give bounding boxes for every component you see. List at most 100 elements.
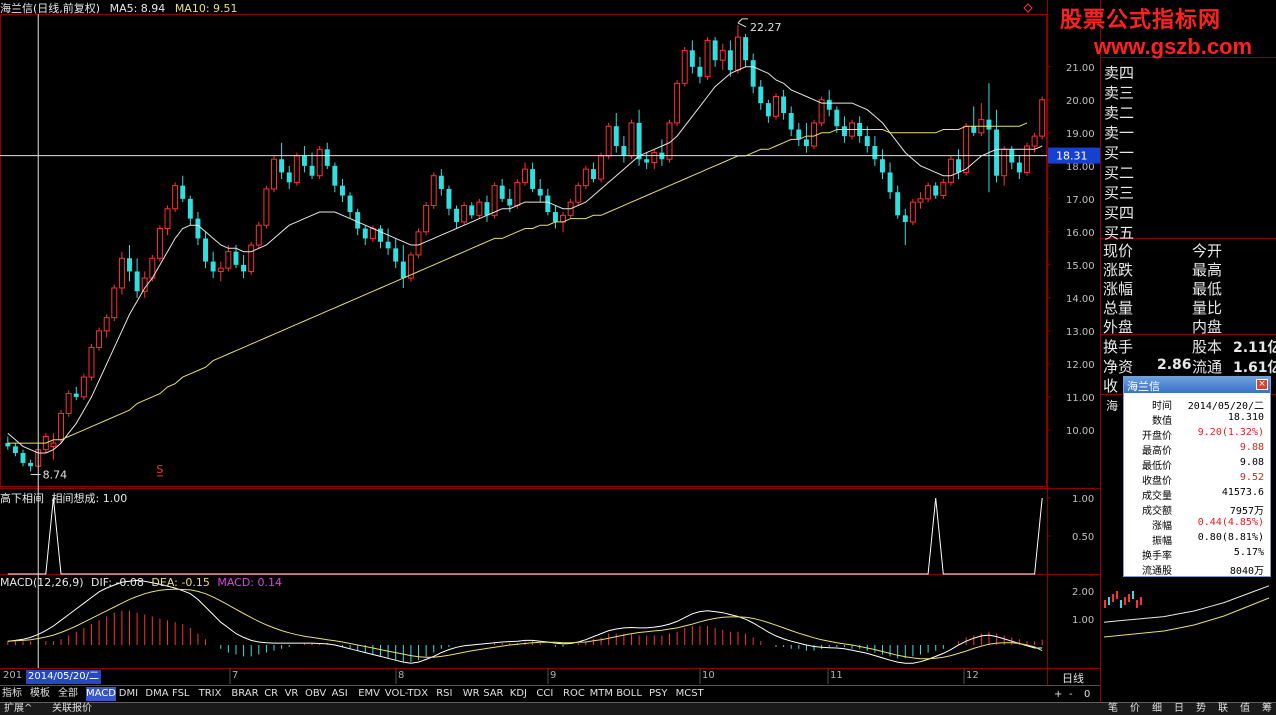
close-icon[interactable]: ×	[1256, 379, 1268, 390]
tab-wr[interactable]: WR	[462, 688, 480, 699]
mini-candle	[1120, 600, 1122, 608]
candle	[902, 208, 908, 246]
candle	[651, 149, 658, 170]
candle	[681, 47, 688, 87]
tab-boll[interactable]: BOLL	[616, 688, 642, 699]
tab-fsl[interactable]: FSL	[172, 688, 190, 699]
candle	[880, 149, 885, 180]
popup-row-label: 收盘价	[1142, 476, 1172, 487]
candle	[811, 119, 817, 150]
data-popup[interactable]: 海兰信 × 时间 2014/05/20/二 数值 18.310 开盘价 9.20(1.32…	[1123, 376, 1271, 577]
popup-row-label: 开盘价	[1142, 431, 1172, 442]
popup-row-value: 18.310	[1227, 412, 1264, 423]
tab-全部[interactable]: 全部	[58, 688, 78, 699]
quote-view-tab[interactable]: 联	[1218, 703, 1228, 714]
quote-field-label: 内盘	[1192, 318, 1223, 336]
popup-row-label: 最高价	[1142, 446, 1172, 457]
quote-view-tab[interactable]: 筹	[1262, 703, 1272, 714]
candle-body	[164, 208, 171, 230]
zoom-reset-button[interactable]: 0	[1084, 689, 1091, 700]
float-label: 流通	[1192, 358, 1223, 376]
net-asset-label: 净资	[1103, 358, 1134, 376]
popup-row: 流通股 8040万	[1124, 561, 1270, 577]
popup-row: 振幅 0.80(8.81%)	[1124, 531, 1270, 547]
quote-field-label: 量比	[1192, 299, 1223, 317]
candle-body	[590, 169, 596, 180]
candle-body	[423, 204, 430, 233]
tab-vol-tdx[interactable]: VOL-TDX	[384, 688, 429, 699]
tab-vr[interactable]: VR	[284, 688, 299, 699]
tab-emv[interactable]: EMV	[358, 688, 380, 699]
y-tick-label: 15.00	[1066, 261, 1095, 272]
quote-view-tab[interactable]: 值	[1240, 703, 1250, 714]
tab-cr[interactable]: CR	[264, 688, 279, 699]
tab-rsi[interactable]: RSI	[436, 688, 453, 699]
candle	[689, 40, 695, 74]
selected-date: 2014/05/20/二	[26, 670, 102, 684]
period-label[interactable]: 日线	[1062, 672, 1084, 685]
candle-body	[187, 198, 193, 219]
quote-field-label: 今开	[1192, 242, 1223, 260]
candle-body	[369, 228, 376, 239]
candle-body	[156, 228, 163, 259]
bottom-tab[interactable]: 扩展^	[4, 703, 33, 714]
bottom-tab[interactable]: 关联报价	[52, 703, 92, 714]
mini-candle	[1112, 594, 1114, 602]
candle	[788, 106, 794, 137]
candle-body	[887, 172, 893, 193]
tab-mtm[interactable]: MTM	[589, 688, 613, 699]
tab-psy[interactable]: PSY	[649, 688, 668, 699]
candle-body	[781, 96, 787, 114]
x-axis-month-label: 12	[966, 670, 979, 681]
tab-mcst[interactable]: MCST	[675, 688, 704, 699]
candle	[734, 24, 741, 74]
candle	[316, 146, 323, 180]
tab-macd[interactable]: MACD	[86, 687, 116, 701]
tab-dmi[interactable]: DMI	[118, 688, 139, 699]
candle-body	[271, 158, 277, 190]
popup-row-label: 换手率	[1142, 551, 1172, 562]
popup-header[interactable]: 海兰信 ×	[1124, 377, 1270, 393]
candle-body	[324, 149, 330, 166]
candle-body	[203, 238, 209, 262]
ma5-readout: MA5: 8.94	[109, 2, 166, 15]
popup-row-value: 9.20(1.32%)	[1197, 427, 1264, 438]
tab-asi[interactable]: ASI	[331, 688, 348, 699]
tab-brar[interactable]: BRAR	[231, 688, 259, 699]
tab-trix[interactable]: TRIX	[198, 688, 222, 699]
candle	[339, 179, 345, 203]
candle	[362, 225, 368, 246]
candle	[271, 155, 277, 193]
candle-body	[20, 452, 26, 463]
tab-模板[interactable]: 模板	[30, 688, 50, 699]
candle-body	[734, 36, 741, 71]
tab-sar[interactable]: SAR	[483, 688, 504, 699]
candle	[1039, 96, 1046, 140]
quote-view-tab[interactable]: 价	[1130, 703, 1140, 714]
tab-obv[interactable]: OBV	[305, 688, 327, 699]
quote-view-tab[interactable]: 笔	[1108, 703, 1118, 714]
zoom-out-button[interactable]: -	[1069, 689, 1073, 700]
candle-body	[309, 165, 315, 176]
popup-row-value: 5.17%	[1233, 547, 1264, 558]
tab-指标[interactable]: 指标	[2, 688, 22, 699]
tab-dma[interactable]: DMA	[145, 688, 169, 699]
crosshair: 18.31	[0, 14, 1100, 668]
tab-kdj[interactable]: KDJ	[509, 688, 528, 699]
candle-body	[316, 148, 323, 177]
tab-cci[interactable]: CCI	[536, 688, 554, 699]
diamond-icon	[1023, 3, 1033, 13]
zoom-in-button[interactable]: +	[1054, 689, 1063, 700]
quote-view-tab[interactable]: 细	[1152, 703, 1162, 714]
tab-roc[interactable]: ROC	[563, 688, 585, 699]
candle-body	[765, 103, 771, 117]
candle-body	[362, 228, 368, 239]
quote-field-label: 外盘	[1103, 318, 1134, 336]
popup-row-value: 0.44(4.85%)	[1197, 517, 1264, 528]
order-book-level: 卖一	[1104, 124, 1135, 142]
quote-view-tab[interactable]: 日	[1174, 703, 1184, 714]
candle	[415, 228, 422, 259]
quote-view-tab[interactable]: 势	[1196, 703, 1206, 714]
candle	[309, 152, 315, 180]
